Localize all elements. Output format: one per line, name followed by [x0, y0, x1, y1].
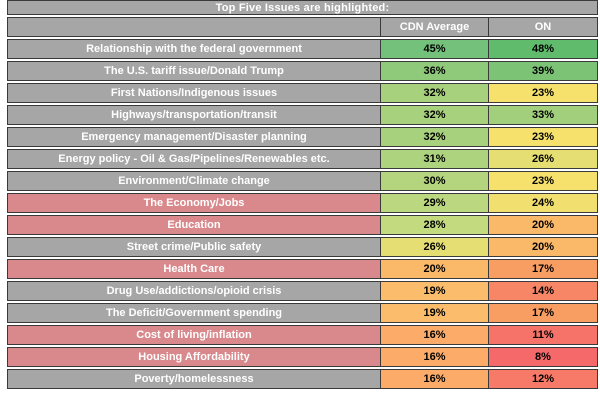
table-row: Education 28% 20%	[7, 215, 598, 235]
issue-label: Health Care	[8, 260, 380, 278]
on-value: 14%	[488, 282, 597, 300]
on-value: 33%	[488, 106, 597, 124]
header-on-cell: ON	[488, 18, 597, 36]
cdn-average-value: 30%	[380, 172, 488, 190]
issues-table: Top Five Issues are highlighted: CDN Ave…	[7, 0, 598, 391]
on-value: 39%	[488, 62, 597, 80]
table-row: Poverty/homelessness 16% 12%	[7, 369, 598, 389]
table-row: Housing Affordability 16% 8%	[7, 347, 598, 367]
table-row: Cost of living/inflation 16% 11%	[7, 325, 598, 345]
cdn-average-value: 19%	[380, 282, 488, 300]
on-value: 20%	[488, 216, 597, 234]
table-row: Health Care 20% 17%	[7, 259, 598, 279]
table-row: The U.S. tariff issue/Donald Trump 36% 3…	[7, 61, 598, 81]
table-row: The Deficit/Government spending 19% 17%	[7, 303, 598, 323]
on-value: 8%	[488, 348, 597, 366]
header-issue-cell	[8, 18, 380, 36]
table-row: The Economy/Jobs 29% 24%	[7, 193, 598, 213]
cdn-average-value: 16%	[380, 348, 488, 366]
issue-label: The Economy/Jobs	[8, 194, 380, 212]
table-row: Emergency management/Disaster planning 3…	[7, 127, 598, 147]
issue-label: The Deficit/Government spending	[8, 304, 380, 322]
issue-label: Housing Affordability	[8, 348, 380, 366]
cdn-average-value: 45%	[380, 40, 488, 58]
on-value: 23%	[488, 172, 597, 190]
on-value: 24%	[488, 194, 597, 212]
issue-label: The U.S. tariff issue/Donald Trump	[8, 62, 380, 80]
on-value: 26%	[488, 150, 597, 168]
on-value: 17%	[488, 304, 597, 322]
table-row: First Nations/Indigenous issues 32% 23%	[7, 83, 598, 103]
on-value: 23%	[488, 84, 597, 102]
header-cdn-average-cell: CDN Average	[380, 18, 488, 36]
table-header-row: CDN Average ON	[7, 17, 598, 37]
issue-label: Energy policy - Oil & Gas/Pipelines/Rene…	[8, 150, 380, 168]
issue-label: Street crime/Public safety	[8, 238, 380, 256]
issue-label: Emergency management/Disaster planning	[8, 128, 380, 146]
cdn-average-value: 19%	[380, 304, 488, 322]
table-row: Street crime/Public safety 26% 20%	[7, 237, 598, 257]
cdn-average-value: 20%	[380, 260, 488, 278]
issue-label: Relationship with the federal government	[8, 40, 380, 58]
issue-label: Drug Use/addictions/opioid crisis	[8, 282, 380, 300]
table-row: Environment/Climate change 30% 23%	[7, 171, 598, 191]
issue-label: Highways/transportation/transit	[8, 106, 380, 124]
cdn-average-value: 29%	[380, 194, 488, 212]
cdn-average-value: 31%	[380, 150, 488, 168]
cdn-average-value: 16%	[380, 326, 488, 344]
issue-label: Environment/Climate change	[8, 172, 380, 190]
on-value: 23%	[488, 128, 597, 146]
table-title: Top Five Issues are highlighted:	[7, 0, 598, 15]
cdn-average-value: 16%	[380, 370, 488, 388]
issue-label: Education	[8, 216, 380, 234]
cdn-average-value: 28%	[380, 216, 488, 234]
on-value: 17%	[488, 260, 597, 278]
issue-label: Poverty/homelessness	[8, 370, 380, 388]
cdn-average-value: 36%	[380, 62, 488, 80]
cdn-average-value: 32%	[380, 106, 488, 124]
on-value: 20%	[488, 238, 597, 256]
table-body: Relationship with the federal government…	[7, 39, 598, 389]
issue-label: First Nations/Indigenous issues	[8, 84, 380, 102]
table-row: Relationship with the federal government…	[7, 39, 598, 59]
table-row: Drug Use/addictions/opioid crisis 19% 14…	[7, 281, 598, 301]
cdn-average-value: 26%	[380, 238, 488, 256]
table-row: Highways/transportation/transit 32% 33%	[7, 105, 598, 125]
on-value: 48%	[488, 40, 597, 58]
cdn-average-value: 32%	[380, 84, 488, 102]
table-row: Energy policy - Oil & Gas/Pipelines/Rene…	[7, 149, 598, 169]
on-value: 11%	[488, 326, 597, 344]
on-value: 12%	[488, 370, 597, 388]
issue-label: Cost of living/inflation	[8, 326, 380, 344]
cdn-average-value: 32%	[380, 128, 488, 146]
